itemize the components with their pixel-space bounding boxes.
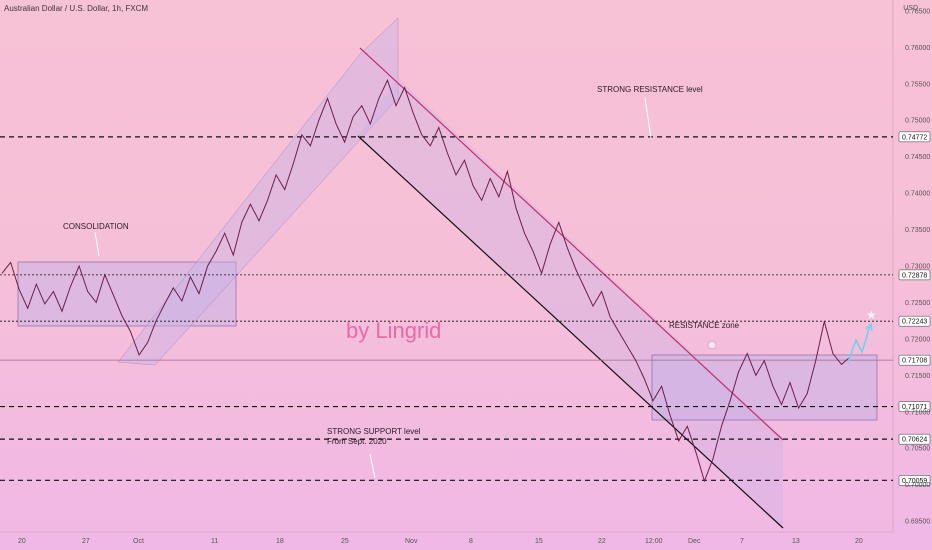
level-price-label: 0.71071 (902, 404, 927, 411)
strong-support-label-line1: STRONG SUPPORT level (327, 427, 421, 436)
consolidation-label: CONSOLIDATION (63, 222, 129, 231)
y-tick-label: 0.72500 (905, 300, 930, 307)
event-marker-icon (707, 340, 717, 350)
y-tick-label: 0.75500 (905, 81, 930, 88)
x-tick-label: 25 (341, 538, 349, 545)
level-price-badge (898, 131, 931, 143)
descending-channel-upper-line (359, 47, 784, 441)
level-price-label: 0.70624 (902, 437, 927, 444)
y-tick-label: 0.73000 (905, 264, 930, 271)
level-price-badge (898, 354, 931, 366)
consolidation-arrow (94, 231, 100, 257)
x-tick-label: 13 (792, 538, 800, 545)
level-price-label: 0.72878 (902, 272, 927, 279)
x-tick-label: 18 (276, 538, 284, 545)
y-tick-label: 0.71500 (905, 373, 930, 380)
symbol-title: Australian Dollar / U.S. Dollar, 1h, FXC… (4, 4, 149, 13)
projection-arrow-head (865, 322, 873, 332)
price-series-line (1, 78, 851, 483)
strong-support-label-line2: From Sept. 2020 (327, 437, 387, 446)
x-tick-label: 27 (82, 538, 90, 545)
resistance-arrow (644, 97, 652, 139)
level-price-badge (898, 433, 931, 445)
y-tick-label: 0.70500 (905, 446, 930, 453)
level-price-label: 0.74772 (902, 134, 927, 141)
x-tick-label: 22 (598, 538, 606, 545)
y-tick-label: 0.76000 (905, 45, 930, 52)
currency-label: USD (903, 5, 918, 12)
level-price-badge (898, 475, 931, 486)
level-price-badge (898, 315, 931, 327)
y-tick-label: 0.73500 (905, 227, 930, 234)
x-tick-label: 20 (855, 538, 863, 545)
y-tick-label: 0.71000 (905, 409, 930, 416)
descending-channel-lower-line (357, 135, 784, 529)
y-tick-label: 0.74500 (905, 154, 930, 161)
x-tick-label: Oct (133, 538, 144, 545)
resistance-zone-box (651, 354, 878, 421)
y-tick-label: 0.70000 (905, 482, 930, 489)
x-tick-label: Nov (405, 538, 418, 545)
x-tick-label: Dec (688, 538, 701, 545)
y-tick-label: 0.74000 (905, 191, 930, 198)
resistance-zone-label: RESISTANCE zone (669, 321, 740, 330)
ascending-channel (117, 17, 399, 366)
y-tick-label: 0.75000 (905, 118, 930, 125)
x-tick-label: 11 (211, 538, 218, 545)
watermark: by Lingrid (346, 318, 441, 343)
projection-arrow (847, 325, 871, 363)
x-tick-label: 20 (18, 538, 26, 545)
level-price-label: 0.71708 (902, 358, 927, 365)
y-tick-label: 0.76500 (905, 8, 930, 15)
level-price-label: 0.70059 (902, 478, 927, 485)
y-tick-label: 0.69500 (905, 519, 930, 526)
level-price-badge (898, 401, 931, 412)
support-arrow (369, 453, 376, 479)
descending-channel (358, 78, 783, 528)
x-tick-label: 7 (740, 538, 744, 545)
strong-resistance-label: STRONG RESISTANCE level (597, 85, 703, 94)
level-price-label: 0.72243 (902, 319, 927, 326)
target-star-icon: ★ (866, 308, 877, 322)
x-tick-label: 12:00 (645, 538, 663, 545)
y-tick-label: 0.72000 (905, 336, 930, 343)
x-tick-label: 15 (535, 538, 543, 545)
x-tick-label: 8 (469, 538, 473, 545)
level-price-badge (898, 269, 931, 281)
